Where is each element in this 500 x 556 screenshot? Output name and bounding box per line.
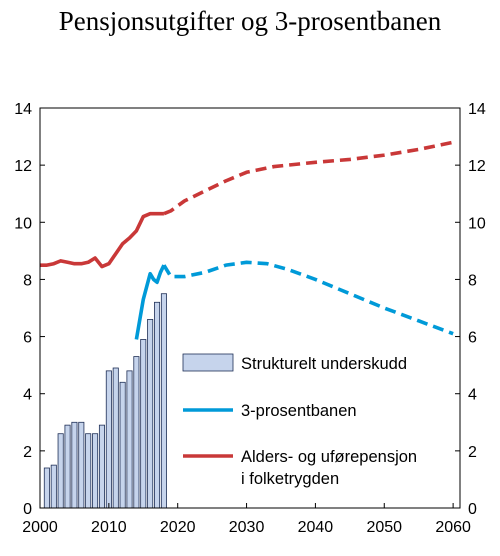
x-tick-label: 2050 [366, 519, 402, 536]
y-tick-label-right: 6 [468, 330, 477, 347]
pension-line-projection [163, 140, 454, 216]
y-tick-label-right: 14 [468, 101, 486, 118]
legend-label-pension: Alders- og uførepensjon i folketrygden [241, 448, 417, 488]
bar-2006 [78, 421, 85, 509]
bar-2015 [140, 339, 147, 509]
bar-2002 [50, 464, 57, 509]
y-tick-label-right: 10 [468, 215, 486, 232]
x-tick-label: 2020 [160, 519, 196, 536]
bar-2008 [92, 433, 99, 509]
y-tick-label-left: 12 [14, 158, 32, 175]
y-tick-label-left: 0 [23, 501, 32, 518]
bar-2017 [154, 301, 161, 509]
y-tick-label-left: 10 [14, 215, 32, 232]
bar-2005 [71, 421, 78, 509]
y-tick-label-left: 8 [23, 272, 32, 289]
y-tick-label-left: 2 [23, 444, 32, 461]
legend-swatch-bars [182, 353, 234, 372]
y-tick-label-right: 8 [468, 272, 477, 289]
y-tick-label-left: 6 [23, 330, 32, 347]
legend-label-pension-line: i folketrygden [241, 470, 339, 488]
bar-2012 [119, 381, 126, 509]
x-tick-label: 2060 [435, 519, 471, 536]
x-tick-label: 2030 [229, 519, 265, 536]
bar-2011 [112, 367, 119, 509]
three-percent-line-historical [134, 264, 166, 340]
bar-2004 [64, 424, 71, 509]
bar-2016 [147, 319, 154, 509]
line-series [40, 140, 454, 340]
y-tick-label-right: 0 [468, 501, 477, 518]
axes: 0 0 2 2 4 4 6 6 8 8 10 10 12 12 14 14 2000 2010 2020 2030 20… [14, 101, 486, 536]
bar-2009 [98, 424, 105, 509]
y-tick-label-right: 12 [468, 158, 486, 175]
bar-2007 [85, 433, 92, 509]
bar-2003 [57, 433, 64, 509]
bar-series [43, 293, 167, 509]
bar-2013 [126, 370, 133, 509]
bar-2001 [43, 467, 50, 509]
x-tick-label: 2000 [22, 519, 58, 536]
pension-line-historical [40, 211, 164, 269]
y-tick-label-left: 14 [14, 101, 32, 118]
three-percent-line-projection [162, 260, 454, 336]
legend-label-pension-line: Alders- og uførepensjon [241, 448, 417, 466]
bar-2010 [105, 370, 112, 509]
x-tick-label: 2040 [298, 519, 334, 536]
plot-frame [39, 107, 461, 509]
y-tick-label-left: 4 [23, 387, 32, 404]
legend-label-three-percent: 3-prosentbanen [241, 402, 357, 420]
legend-label-bars: Strukturelt underskudd [241, 355, 407, 373]
legend: Strukturelt underskudd 3-prosentbanen Alde… [182, 353, 417, 488]
bar-2018 [160, 293, 167, 509]
chart-title: Pensjonsutgifter og 3-prosentbanen [58, 6, 442, 36]
bar-2014 [133, 356, 140, 509]
y-tick-label-right: 4 [468, 387, 477, 404]
y-tick-label-right: 2 [468, 444, 477, 461]
x-tick-label: 2010 [91, 519, 127, 536]
